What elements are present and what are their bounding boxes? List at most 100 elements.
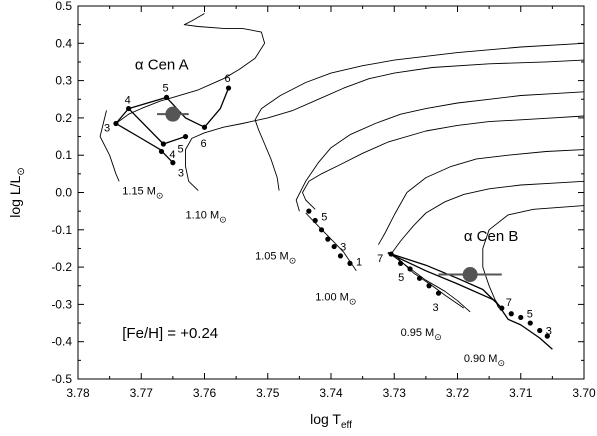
isochrone-point xyxy=(160,141,166,147)
annotation: α Cen A xyxy=(135,56,189,73)
isochrone-point xyxy=(126,105,132,112)
series-line xyxy=(378,149,584,245)
x-tick-label: 3.75 xyxy=(256,386,280,400)
x-tick-label: 3.70 xyxy=(572,386,596,400)
track-mass-label: 0.90 M⊙ xyxy=(464,353,505,368)
isochrone-point xyxy=(508,311,514,317)
isochrone-point-label: 7 xyxy=(377,253,383,265)
series-line xyxy=(185,59,584,191)
series-line xyxy=(302,115,584,210)
isochrone-point xyxy=(225,85,232,91)
series-line xyxy=(115,13,266,124)
isochrone-point-label: 3 xyxy=(340,242,346,254)
x-tick-label: 3.76 xyxy=(193,386,217,400)
x-axis-title-sub: eff xyxy=(341,420,352,431)
isochrone-point-label: 4 xyxy=(169,149,175,161)
y-tick-label: -0.3 xyxy=(51,297,72,311)
series-line xyxy=(390,180,584,255)
y-tick-label: -0.2 xyxy=(51,260,72,274)
track-mass-label: 0.95 M⊙ xyxy=(401,327,442,342)
axes-frame: 3.78 3.77 3.76 3.75 3.74 3.73 3.72 3.71 3.70 0.5 0… xyxy=(7,0,596,431)
sun-symbol: ⊙ xyxy=(349,297,357,307)
sun-symbol: ⊙ xyxy=(156,190,164,200)
isochrone-point xyxy=(163,94,170,100)
isochrone-point xyxy=(306,208,312,214)
y-axis-title-sub: ⊙ xyxy=(16,167,27,175)
y-tick-label: 0.1 xyxy=(55,148,72,162)
isochrone-point xyxy=(318,227,325,233)
sun-symbol: ⊙ xyxy=(434,332,442,342)
isochrone-point xyxy=(416,275,423,281)
y-tick-label: -0.4 xyxy=(51,335,72,349)
isochrone-point xyxy=(518,314,524,321)
isochrone-point-label: 3 xyxy=(546,326,552,338)
isochrone-point-label: 3 xyxy=(104,122,110,134)
isochrone-point-label: 6 xyxy=(201,138,207,150)
x-tick-label: 3.73 xyxy=(383,386,407,400)
isochrone-point xyxy=(407,266,413,272)
isochrone-point xyxy=(537,327,543,334)
isochrone-point xyxy=(347,260,353,266)
isochrone-point xyxy=(113,120,119,127)
series-line xyxy=(254,42,584,191)
isochrone-point xyxy=(426,283,432,289)
x-tick-label: 3.72 xyxy=(446,386,470,400)
sun-symbol: ⊙ xyxy=(219,215,227,225)
isochrone-point-label: 5 xyxy=(178,144,184,156)
isochrone-point xyxy=(331,243,337,250)
isochrone-point xyxy=(499,305,505,311)
series-line xyxy=(115,122,174,164)
chart-labels: α Cen A α Cen B [Fe/H] = +0.24 1.15 M⊙ 1.10 … xyxy=(122,56,518,368)
isochrone-point xyxy=(182,133,189,140)
isochrone-point xyxy=(435,290,442,296)
isochrone-point xyxy=(337,253,344,259)
isochrone-point-label: 6 xyxy=(225,73,231,85)
series-line xyxy=(295,91,584,212)
isochrone-point xyxy=(325,236,331,242)
y-tick-label: 0.0 xyxy=(55,186,72,200)
isochrone-point-label: 3 xyxy=(178,168,184,180)
isochrone-point xyxy=(397,260,404,266)
star-marker xyxy=(165,106,181,122)
isochrone-point-label: 4 xyxy=(125,95,131,107)
isochrone-point xyxy=(544,333,550,339)
isochrone-point-label: 5 xyxy=(321,211,327,223)
x-axis-title: log Teff xyxy=(310,411,352,431)
annotation: α Cen B xyxy=(464,228,519,245)
isochrone-point-label: 5 xyxy=(527,308,533,320)
y-tick-label: -0.5 xyxy=(51,372,72,386)
isochrone-point xyxy=(158,148,165,155)
isochrone-point xyxy=(527,320,533,326)
isochrone-point-label: 7 xyxy=(506,297,512,309)
track-mass-label: 1.00 M⊙ xyxy=(315,292,356,307)
y-axis-title: log L/L⊙ xyxy=(7,167,27,217)
y-tick-label: -0.1 xyxy=(51,223,72,237)
y-tick-label: 0.5 xyxy=(55,0,72,13)
star-marker xyxy=(462,267,478,283)
x-tick-label: 3.71 xyxy=(509,386,533,400)
y-tick-label: 0.4 xyxy=(55,36,72,50)
y-tick-label: 0.2 xyxy=(55,111,72,125)
isochrone-point xyxy=(201,124,208,130)
annotation: [Fe/H] = +0.24 xyxy=(122,325,218,342)
isochrone-point xyxy=(312,217,318,224)
series-line xyxy=(482,205,584,309)
series-line xyxy=(387,252,503,309)
isochrone-point-label: 1 xyxy=(356,256,362,268)
y-tick-label: 0.3 xyxy=(55,74,72,88)
track-mass-label: 1.05 M⊙ xyxy=(255,251,296,266)
isochrone-point xyxy=(388,251,394,257)
x-tick-label: 3.77 xyxy=(130,386,154,400)
track-mass-label: 1.10 M⊙ xyxy=(186,210,227,225)
sun-symbol: ⊙ xyxy=(497,358,505,368)
sun-symbol: ⊙ xyxy=(289,256,297,266)
x-tick-label: 3.74 xyxy=(319,386,343,400)
isochrone-point-label: 5 xyxy=(398,272,404,284)
series-line xyxy=(99,110,120,182)
x-tick-label: 3.78 xyxy=(66,386,90,400)
isochrone-point-label: 5 xyxy=(163,82,169,94)
isochrone-point xyxy=(170,160,176,166)
track-mass-label: 1.15 M⊙ xyxy=(122,185,163,200)
